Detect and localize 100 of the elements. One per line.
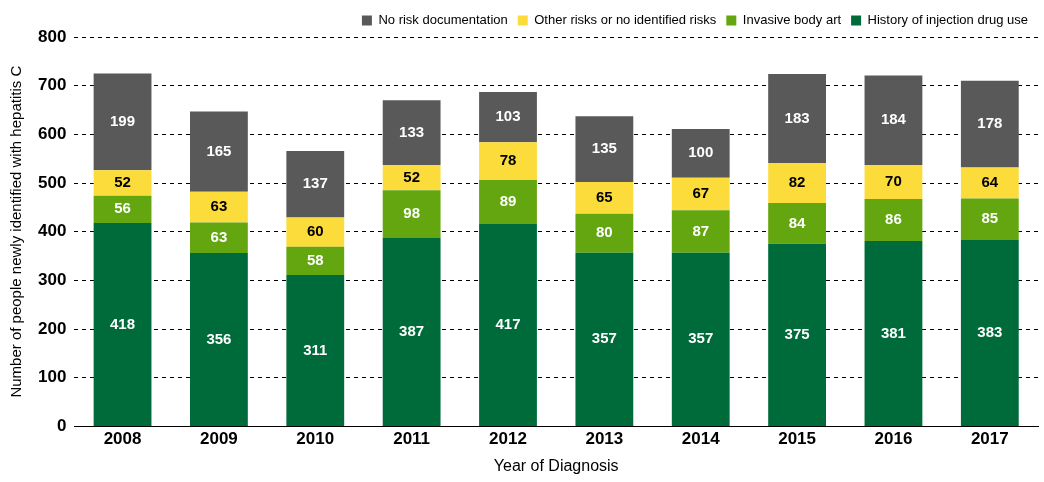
bar	[575, 182, 634, 214]
y-tick-label: 0	[56, 416, 67, 436]
y-tick-label: 800	[37, 26, 67, 46]
data-label: 381	[880, 323, 906, 341]
x-tick-label: 2011	[393, 429, 431, 449]
bar	[960, 198, 1019, 240]
data-label: 183	[784, 108, 810, 126]
bar	[93, 73, 152, 171]
data-label: 100	[688, 143, 714, 161]
data-label: 64	[981, 173, 999, 191]
bar	[479, 142, 537, 181]
bar	[575, 213, 634, 253]
data-label: 418	[110, 314, 136, 332]
data-label: 98	[403, 204, 420, 222]
bar	[768, 163, 826, 203]
y-tick-label: 100	[37, 367, 67, 387]
data-label: 60	[306, 222, 324, 240]
y-tick-label: 200	[37, 318, 67, 338]
data-label: 199	[110, 112, 136, 130]
bar	[768, 202, 826, 244]
data-label: 52	[114, 173, 131, 191]
legend-label: No risk documentation	[378, 12, 508, 28]
data-label: 63	[210, 197, 228, 215]
data-label: 65	[596, 188, 613, 206]
y-tick-label: 500	[37, 172, 67, 192]
legend-label: Invasive body art	[742, 12, 842, 28]
data-label: 52	[403, 167, 420, 185]
data-label: 78	[499, 151, 517, 169]
x-tick-label: 2009	[200, 429, 238, 449]
bar	[382, 165, 441, 191]
data-label: 87	[692, 221, 710, 239]
data-label: 85	[981, 209, 999, 227]
bar	[864, 165, 923, 200]
bar	[190, 253, 248, 426]
y-tick-label: 300	[37, 270, 67, 290]
bar	[575, 252, 634, 426]
data-label: 103	[495, 107, 521, 125]
bar	[671, 252, 730, 426]
bar	[93, 222, 152, 426]
bar	[864, 75, 923, 166]
bar	[382, 190, 441, 239]
legend-label: History of injection drug use	[867, 12, 1029, 28]
data-label: 63	[210, 227, 228, 245]
bar	[768, 243, 826, 426]
data-label: 387	[399, 322, 425, 340]
bar	[768, 73, 826, 164]
data-label: 67	[692, 184, 710, 202]
data-label: 165	[206, 141, 232, 159]
x-tick-label: 2013	[585, 429, 624, 449]
y-tick-label: 600	[37, 124, 67, 144]
bar	[190, 222, 248, 254]
data-label: 84	[788, 213, 807, 231]
bar	[671, 210, 730, 253]
bar	[479, 92, 537, 143]
data-label: 356	[206, 329, 232, 347]
data-label: 86	[885, 210, 902, 228]
y-axis-title: Number of people newly identified with hepatitis C	[7, 65, 25, 398]
data-label: 56	[114, 199, 131, 217]
data-label: 70	[885, 172, 902, 190]
y-tick-label: 700	[37, 75, 67, 95]
x-tick-label: 2012	[489, 429, 527, 449]
data-label: 311	[303, 340, 328, 358]
bar	[479, 223, 537, 426]
bar	[382, 100, 441, 166]
bar	[575, 116, 634, 183]
data-label: 80	[596, 223, 613, 241]
data-label: 383	[977, 323, 1003, 341]
bar	[960, 80, 1019, 168]
bar	[671, 177, 730, 211]
bar	[190, 191, 248, 223]
data-label: 137	[302, 174, 328, 192]
data-label: 375	[784, 325, 810, 343]
data-label: 417	[495, 314, 521, 332]
bar	[382, 238, 441, 426]
bar	[864, 199, 923, 241]
bar	[671, 129, 730, 178]
bar	[286, 246, 345, 276]
x-tick-label: 2014	[681, 429, 721, 449]
data-label: 135	[591, 139, 617, 157]
x-tick-label: 2010	[296, 429, 335, 449]
data-label: 357	[591, 329, 617, 347]
data-label: 184	[880, 110, 907, 128]
bar	[960, 167, 1019, 199]
x-tick-label: 2008	[103, 429, 142, 449]
data-label: 133	[399, 122, 425, 140]
legend-label: Other risks or no identified risks	[534, 12, 717, 28]
x-tick-label: 2017	[970, 429, 1009, 449]
y-tick-label: 400	[37, 221, 67, 241]
bar	[286, 275, 345, 426]
x-tick-label: 2015	[778, 429, 817, 449]
bar	[286, 150, 345, 218]
data-label: 178	[977, 114, 1003, 132]
bar	[864, 240, 923, 426]
data-label: 82	[788, 173, 806, 191]
bar	[286, 217, 345, 247]
x-axis-title: Year of Diagnosis	[493, 456, 619, 474]
data-label: 58	[306, 251, 324, 269]
bar	[93, 170, 152, 196]
bar	[479, 180, 537, 224]
data-label: 89	[499, 191, 517, 209]
